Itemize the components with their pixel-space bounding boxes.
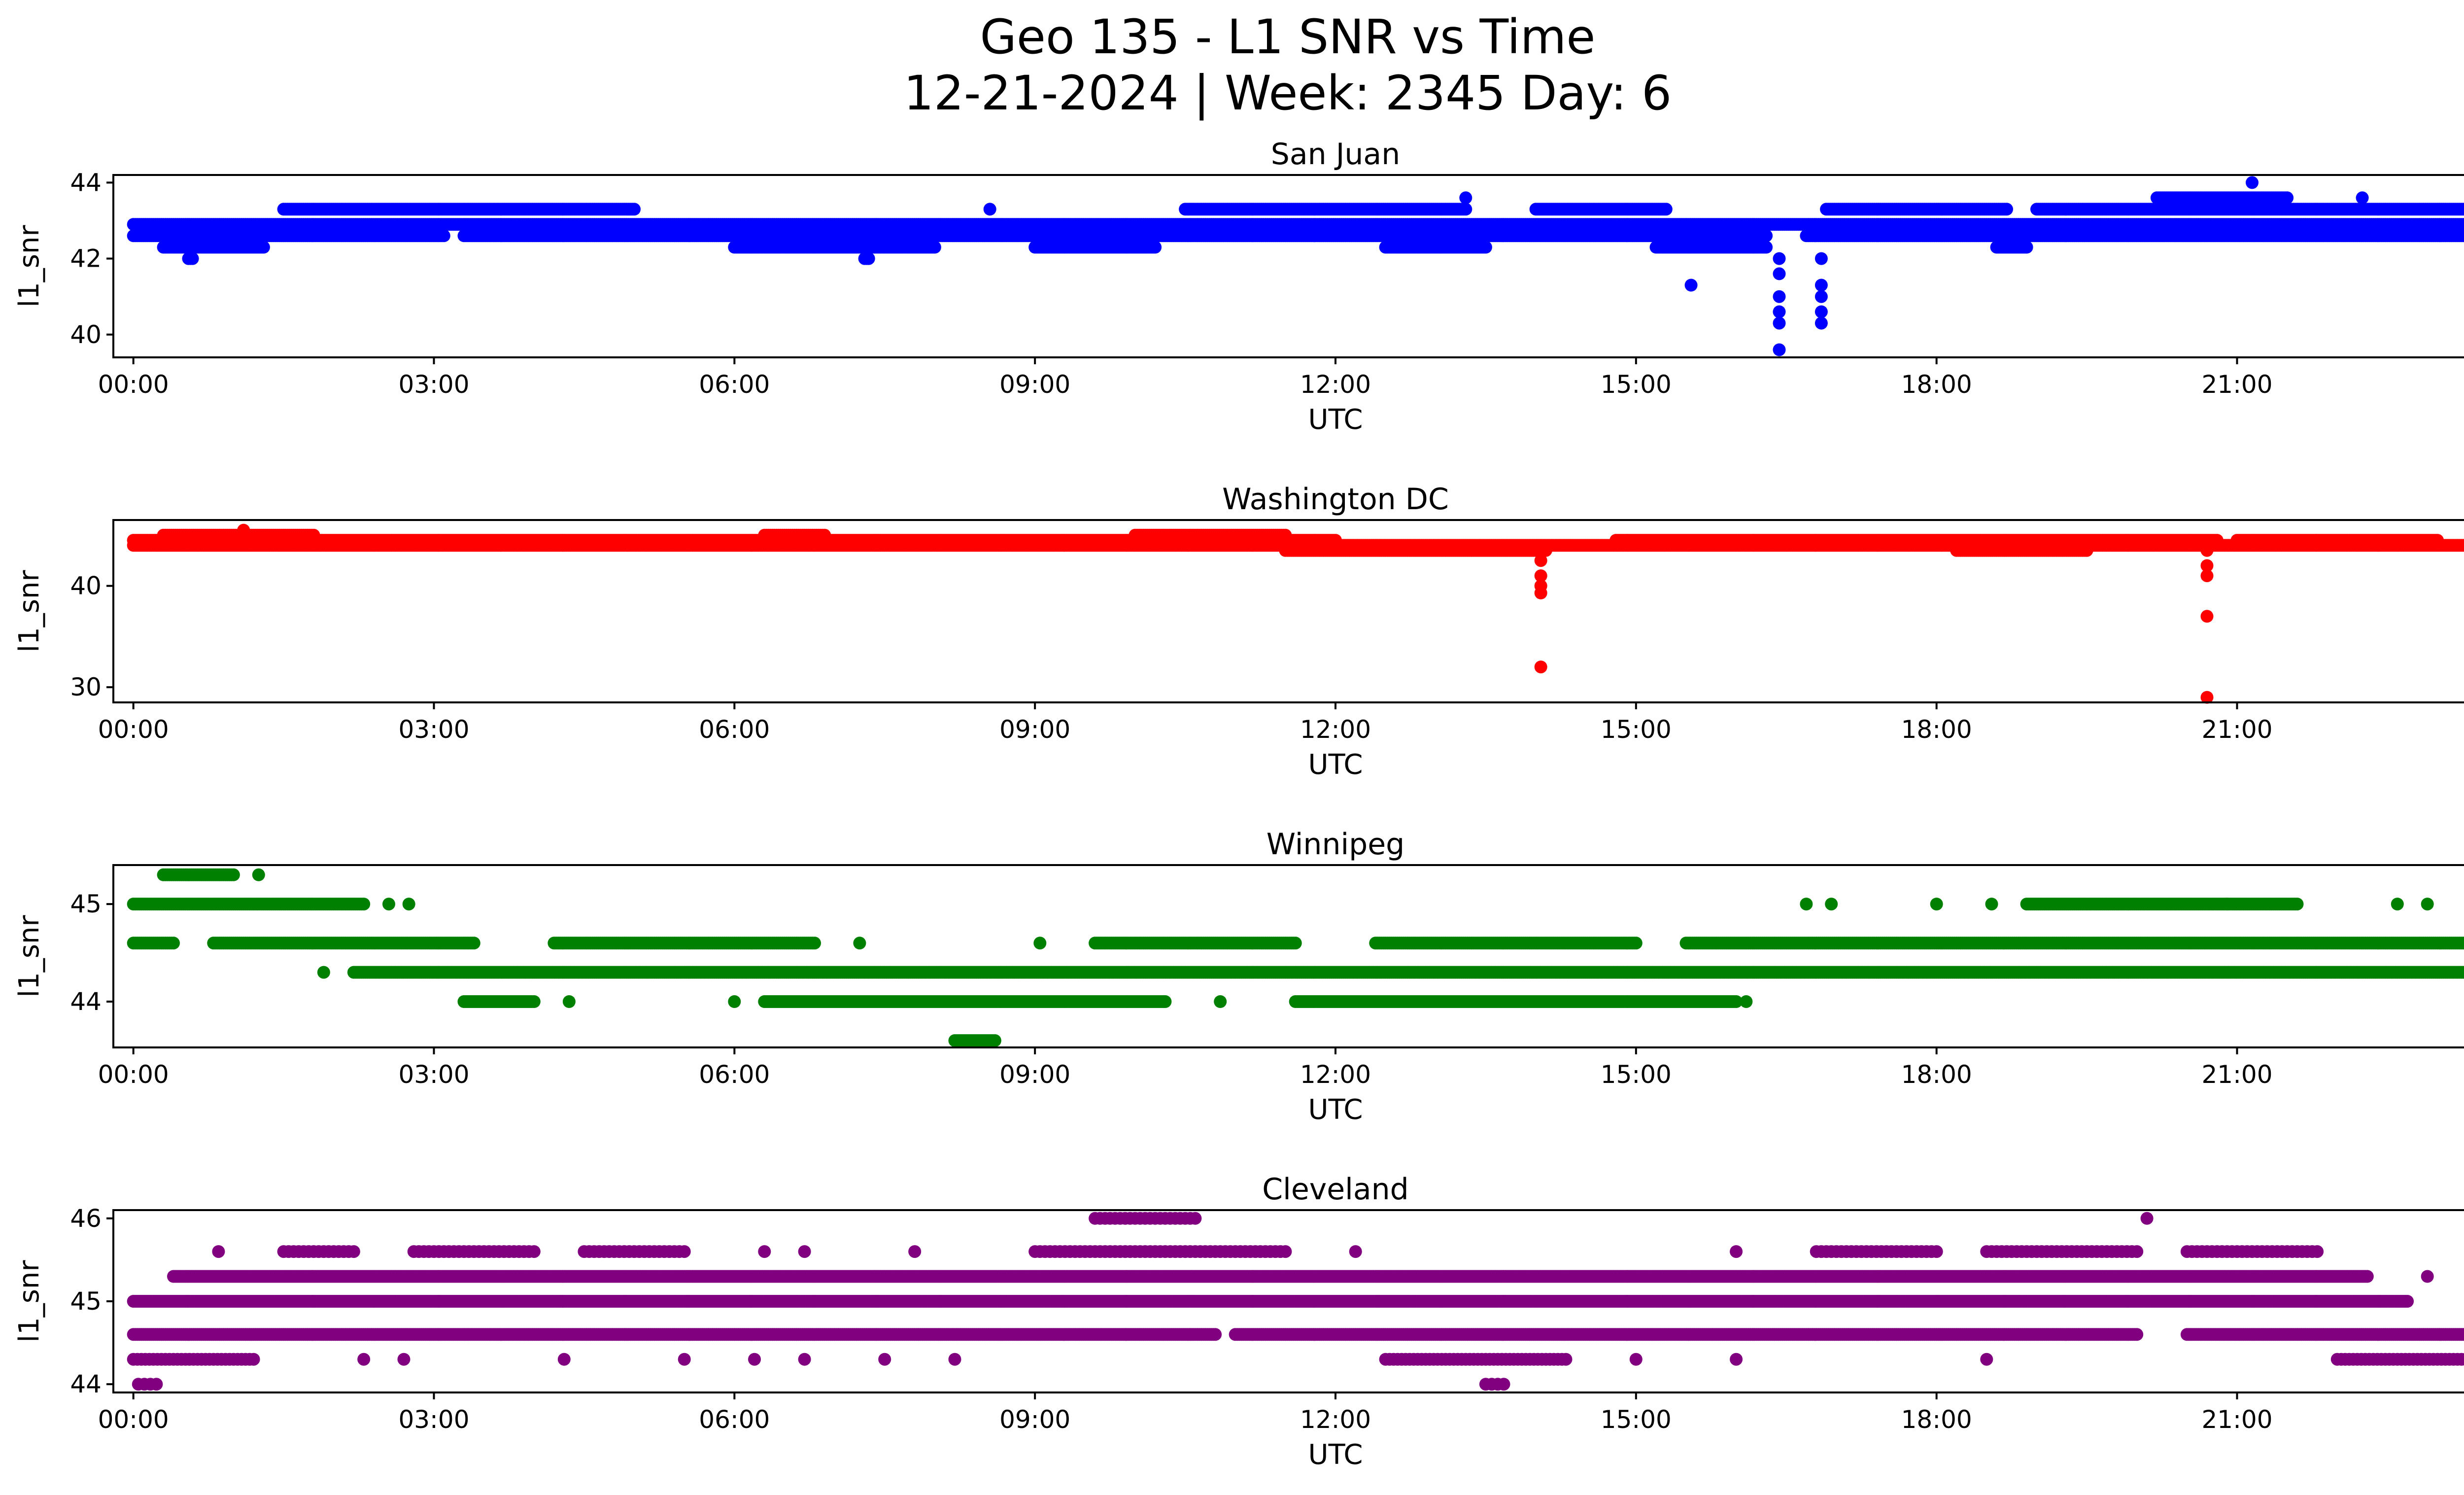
- subplot-title: Washington DC: [1222, 482, 1449, 517]
- x-tick-label: 15:00: [1601, 370, 1672, 399]
- data-point: [1773, 343, 1786, 356]
- data-point: [628, 203, 641, 216]
- axes-frame: [112, 174, 2464, 358]
- data-point: [862, 252, 875, 265]
- data-point: [1814, 316, 1828, 330]
- y-tick-label: 44: [70, 168, 102, 197]
- data-point: [257, 241, 270, 254]
- x-tick-label: 00:00: [98, 370, 169, 399]
- data-point: [1459, 203, 1472, 216]
- data-point: [1773, 252, 1786, 265]
- data-point: [1684, 278, 1698, 292]
- scatter-series: [127, 523, 2464, 704]
- data-point: [1760, 229, 1773, 243]
- data-point: [1773, 316, 1786, 330]
- data-point: [1773, 305, 1786, 318]
- subplot-title: San Juan: [1271, 137, 1400, 172]
- x-tick-label: 12:00: [1300, 370, 1371, 399]
- data-point: [1814, 252, 1828, 265]
- figure-title-line1: Geo 135 - L1 SNR vs Time: [980, 9, 1596, 65]
- y-tick-label: 40: [70, 320, 102, 349]
- y-axis-label: l1_snr: [13, 225, 45, 308]
- data-point: [2020, 241, 2033, 254]
- x-tick-label: 09:00: [999, 370, 1070, 399]
- data-point: [2246, 176, 2259, 189]
- data-point: [1814, 278, 1828, 292]
- data-point: [186, 252, 199, 265]
- data-point: [1459, 191, 1472, 205]
- data-point: [1773, 267, 1786, 280]
- y-tick-label: 42: [70, 244, 102, 273]
- data-point: [1659, 203, 1673, 216]
- data-point: [2356, 191, 2369, 205]
- data-point: [1149, 241, 1162, 254]
- x-tick-label: 18:00: [1901, 370, 1972, 399]
- scatter-series: [127, 176, 2464, 356]
- subplots: San Juan 00:00 03:00 06:00 09:00 12:00 15:00 18…: [13, 137, 2464, 1471]
- data-point: [983, 203, 996, 216]
- subplot-0: San Juan 00:00 03:00 06:00 09:00 12:00 15:00 18…: [13, 137, 2464, 436]
- data-point: [437, 229, 450, 243]
- data-point: [928, 241, 941, 254]
- data-point: [1479, 241, 1492, 254]
- data-point: [1814, 305, 1828, 318]
- data-point: [1773, 290, 1786, 303]
- data-point: [2000, 203, 2013, 216]
- x-axis-label: UTC: [1308, 404, 1363, 436]
- x-tick-label: 03:00: [398, 370, 469, 399]
- figure-title-line2: 12-21-2024 | Week: 2345 Day: 6: [904, 66, 1672, 121]
- data-point: [1814, 290, 1828, 303]
- data-point: [2281, 191, 2294, 205]
- x-tick-label: 21:00: [2201, 370, 2272, 399]
- x-tick-label: 06:00: [699, 370, 770, 399]
- data-point: [1760, 241, 1773, 254]
